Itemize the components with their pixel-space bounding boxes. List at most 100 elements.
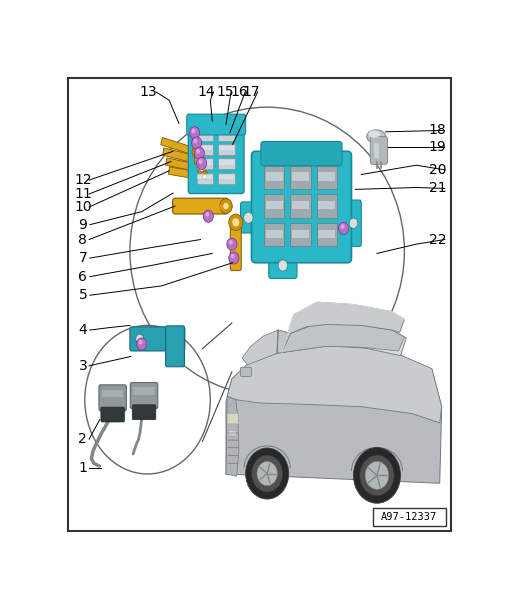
Circle shape bbox=[193, 139, 197, 144]
FancyBboxPatch shape bbox=[240, 367, 251, 376]
Bar bbox=[291, 230, 309, 238]
Circle shape bbox=[194, 150, 198, 155]
Circle shape bbox=[191, 147, 200, 157]
Bar bbox=[219, 131, 233, 136]
Bar bbox=[197, 131, 212, 136]
Circle shape bbox=[223, 203, 228, 209]
Text: 14: 14 bbox=[197, 85, 215, 99]
Bar bbox=[316, 195, 336, 218]
Bar bbox=[196, 172, 213, 184]
Circle shape bbox=[191, 128, 195, 133]
Circle shape bbox=[199, 166, 204, 171]
Polygon shape bbox=[281, 302, 403, 352]
Text: 13: 13 bbox=[140, 85, 157, 99]
FancyBboxPatch shape bbox=[251, 151, 351, 263]
Bar bbox=[290, 223, 310, 247]
Circle shape bbox=[348, 218, 357, 229]
Circle shape bbox=[191, 137, 201, 149]
Bar bbox=[264, 195, 284, 218]
Circle shape bbox=[136, 338, 146, 350]
Circle shape bbox=[196, 149, 199, 154]
Text: 5: 5 bbox=[78, 288, 87, 302]
Circle shape bbox=[340, 224, 344, 229]
Bar bbox=[219, 174, 233, 179]
Polygon shape bbox=[161, 137, 197, 156]
Bar bbox=[196, 130, 213, 140]
Text: 19: 19 bbox=[428, 140, 446, 154]
FancyBboxPatch shape bbox=[230, 226, 241, 271]
Circle shape bbox=[365, 461, 388, 489]
Circle shape bbox=[359, 455, 393, 496]
Bar bbox=[196, 158, 213, 169]
Text: 1: 1 bbox=[78, 461, 87, 475]
Bar bbox=[219, 160, 233, 165]
Bar bbox=[218, 130, 234, 140]
Bar bbox=[197, 174, 212, 179]
FancyBboxPatch shape bbox=[175, 205, 225, 210]
Ellipse shape bbox=[368, 130, 379, 138]
Text: 20: 20 bbox=[428, 163, 445, 177]
Circle shape bbox=[194, 147, 204, 159]
Bar bbox=[316, 223, 336, 247]
Text: A97-12337: A97-12337 bbox=[380, 512, 436, 522]
Circle shape bbox=[233, 432, 235, 434]
Text: 4: 4 bbox=[78, 323, 87, 337]
FancyBboxPatch shape bbox=[370, 136, 387, 164]
Bar bbox=[264, 223, 284, 247]
FancyBboxPatch shape bbox=[132, 405, 156, 420]
Polygon shape bbox=[276, 323, 403, 353]
Circle shape bbox=[196, 157, 207, 169]
Circle shape bbox=[205, 212, 209, 216]
Text: 11: 11 bbox=[74, 187, 91, 201]
Circle shape bbox=[196, 158, 200, 163]
Bar bbox=[196, 144, 213, 155]
FancyBboxPatch shape bbox=[240, 202, 260, 233]
Text: 2: 2 bbox=[78, 432, 87, 446]
FancyBboxPatch shape bbox=[345, 200, 361, 247]
Circle shape bbox=[198, 159, 202, 164]
FancyBboxPatch shape bbox=[172, 198, 228, 214]
Polygon shape bbox=[166, 158, 202, 172]
Circle shape bbox=[230, 432, 232, 434]
Circle shape bbox=[197, 164, 206, 174]
FancyBboxPatch shape bbox=[165, 326, 184, 367]
Text: 3: 3 bbox=[78, 359, 87, 373]
Bar bbox=[318, 201, 335, 209]
Bar bbox=[374, 144, 378, 158]
Circle shape bbox=[228, 252, 238, 264]
Text: 10: 10 bbox=[74, 200, 91, 214]
Circle shape bbox=[338, 223, 348, 235]
Bar bbox=[291, 172, 309, 180]
Text: 16: 16 bbox=[230, 85, 247, 99]
Circle shape bbox=[138, 340, 142, 344]
Bar bbox=[318, 230, 335, 238]
Polygon shape bbox=[276, 323, 406, 356]
Text: 17: 17 bbox=[242, 85, 260, 99]
Bar bbox=[265, 230, 282, 238]
Bar bbox=[102, 390, 123, 397]
Bar bbox=[197, 146, 212, 150]
Bar bbox=[316, 166, 336, 189]
Bar bbox=[265, 201, 282, 209]
Circle shape bbox=[203, 210, 213, 223]
Circle shape bbox=[232, 218, 239, 227]
FancyBboxPatch shape bbox=[186, 114, 245, 135]
Polygon shape bbox=[226, 346, 441, 483]
Circle shape bbox=[189, 127, 199, 139]
Bar bbox=[291, 201, 309, 209]
Polygon shape bbox=[241, 330, 290, 365]
Circle shape bbox=[243, 212, 252, 223]
FancyBboxPatch shape bbox=[261, 142, 341, 166]
Circle shape bbox=[228, 432, 230, 434]
Text: 12: 12 bbox=[74, 173, 91, 187]
Polygon shape bbox=[226, 396, 238, 476]
Bar bbox=[265, 172, 282, 180]
Polygon shape bbox=[227, 346, 441, 423]
FancyBboxPatch shape bbox=[100, 407, 124, 422]
Circle shape bbox=[251, 455, 282, 492]
Text: 6: 6 bbox=[78, 270, 87, 283]
Bar bbox=[218, 172, 234, 184]
Bar bbox=[219, 146, 233, 150]
Circle shape bbox=[353, 447, 400, 504]
Text: 9: 9 bbox=[78, 218, 87, 232]
